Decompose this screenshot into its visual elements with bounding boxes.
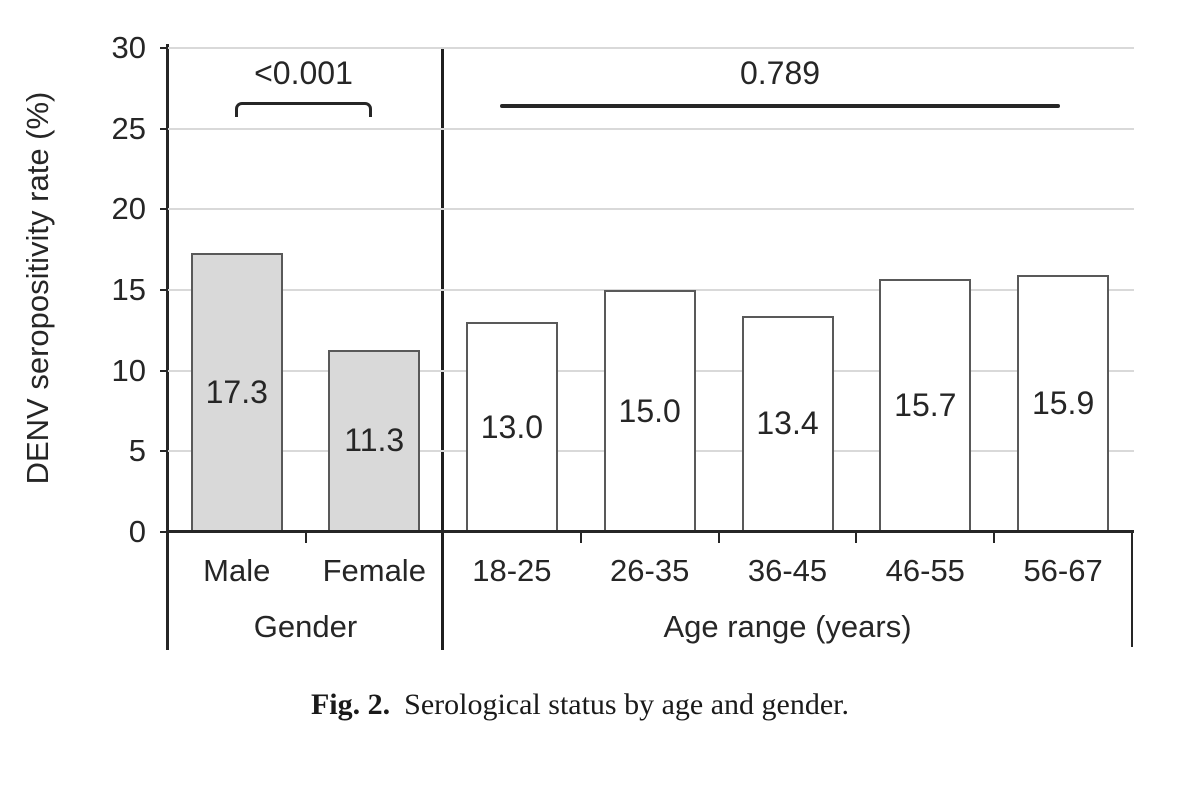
y-tick-label: 30 — [111, 30, 146, 65]
bar-value-18-25: 13.0 — [480, 408, 544, 445]
category-label-46-55: 46-55 — [885, 553, 965, 588]
group-label-age-range: Age range (years) — [663, 609, 912, 644]
bar-value-male: 17.3 — [205, 373, 268, 410]
bar-value-female: 11.3 — [344, 422, 405, 459]
x-axis-right-boundary-tick — [1131, 532, 1133, 647]
bar-value-26-35: 15.0 — [618, 392, 681, 429]
y-tick-label: 25 — [111, 110, 146, 146]
p-value-gender: <0.001 — [254, 55, 353, 91]
figure-caption: Fig. 2. Serological status by age and gen… — [0, 688, 1160, 722]
caption-figure-number: Fig. 2. — [310, 688, 391, 721]
y-axis-tick — [160, 289, 168, 291]
category-label-56-67: 56-67 — [1023, 553, 1103, 588]
bar-male: 17.3 — [190, 252, 283, 532]
significance-bracket-gender — [235, 102, 372, 117]
category-boundary-tick — [717, 533, 720, 543]
y-axis-tick — [160, 369, 168, 372]
bar-56-67: 15.9 — [1017, 275, 1110, 532]
bar-46-55: 15.7 — [879, 278, 972, 532]
y-tick-label: 20 — [111, 191, 146, 227]
bar-value-56-67: 15.9 — [1031, 385, 1095, 422]
significance-line-age — [500, 104, 1060, 108]
y-axis-tick — [160, 127, 168, 130]
group-divider-line — [441, 47, 444, 650]
category-boundary-tick — [579, 533, 582, 543]
p-value-age: 0.789 — [739, 55, 821, 91]
group-label-gender: Gender — [253, 609, 358, 644]
bar-value-36-45: 13.4 — [756, 405, 819, 442]
category-label-female: Female — [322, 553, 426, 588]
bar-26-35: 15.0 — [603, 290, 696, 532]
category-label-26-35: 26-35 — [610, 553, 690, 588]
y-tick-label: 10 — [111, 352, 146, 388]
bar-36-45: 13.4 — [741, 315, 834, 532]
y-axis-tick — [160, 208, 168, 211]
gridline — [168, 47, 1134, 49]
bar-18-25: 13.0 — [465, 322, 558, 532]
category-label-male: Male — [203, 553, 271, 588]
caption-text: Serological status by age and gender. — [404, 688, 850, 721]
bar-female: 11.3 — [328, 349, 421, 532]
gridline — [168, 208, 1134, 211]
category-label-18-25: 18-25 — [472, 553, 552, 588]
x-axis-baseline — [168, 530, 1134, 533]
y-axis-tick — [160, 450, 168, 453]
y-axis-tick — [160, 531, 168, 533]
y-axis-tick — [160, 47, 168, 49]
category-boundary-tick — [304, 533, 307, 543]
category-boundary-tick — [993, 533, 996, 543]
category-label-36-45: 36-45 — [747, 553, 828, 588]
bar-value-46-55: 15.7 — [894, 386, 957, 423]
y-tick-label: 0 — [128, 514, 146, 549]
category-boundary-tick — [855, 533, 858, 543]
y-tick-label: 15 — [111, 272, 146, 307]
y-axis-line — [166, 44, 169, 650]
gridline — [168, 127, 1134, 130]
y-tick-label: 5 — [128, 433, 146, 469]
